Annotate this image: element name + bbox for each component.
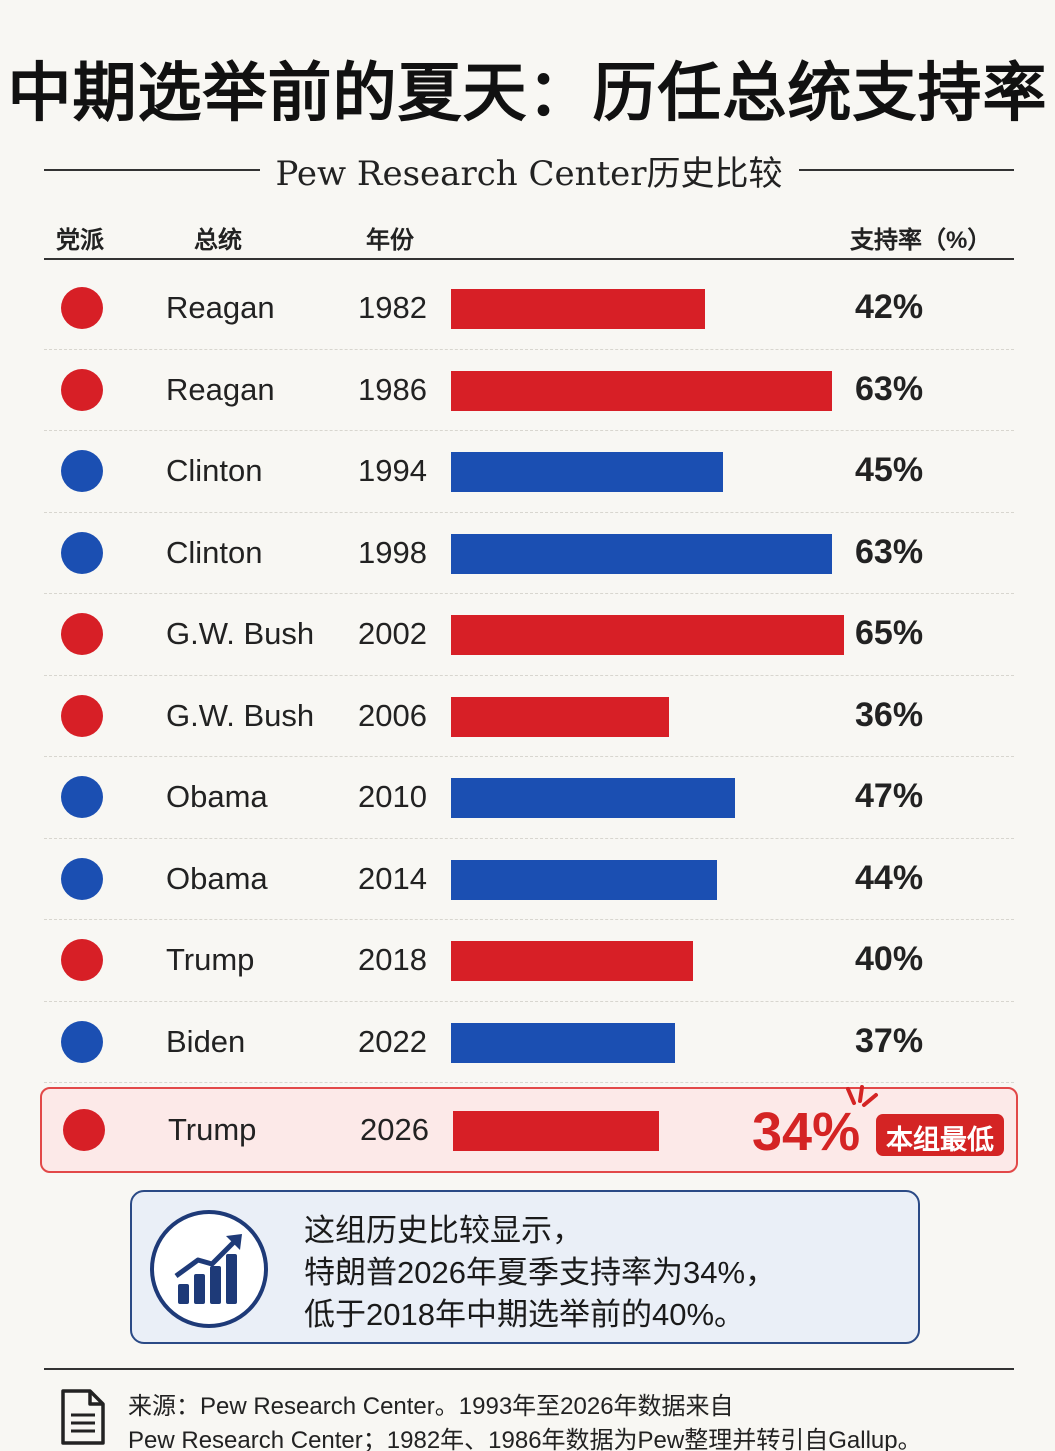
year-label: 1986 xyxy=(358,371,427,407)
approval-value: 65% xyxy=(855,614,924,652)
year-label: 2014 xyxy=(358,860,427,896)
approval-bar xyxy=(451,370,832,411)
approval-bar xyxy=(451,452,724,492)
approval-value: 34% xyxy=(752,1102,861,1162)
table-row: G.W. Bush 2006 36% xyxy=(44,676,1014,757)
approval-value: 47% xyxy=(855,777,924,815)
approval-bar xyxy=(451,696,669,737)
table-row: Trump 2018 40% xyxy=(44,920,1014,1002)
approval-value: 45% xyxy=(855,451,924,489)
party-dot-republican xyxy=(61,613,103,655)
table-row: Reagan 1986 63% xyxy=(44,350,1014,431)
president-name: Clinton xyxy=(166,453,263,488)
year-label: 2006 xyxy=(358,697,427,733)
party-dot-democrat xyxy=(61,531,103,574)
subtitle-rule-left xyxy=(44,169,260,171)
president-name: Obama xyxy=(166,860,268,896)
president-name: G.W. Bush xyxy=(166,697,315,733)
source-line: Pew Research Center；1982年、1986年数据为Pew整理并… xyxy=(128,1427,922,1451)
footer-rule xyxy=(44,1368,1014,1370)
table-row: Reagan 1982 42% xyxy=(44,268,1014,350)
president-name: Obama xyxy=(166,779,268,814)
table-row: Obama 2010 47% xyxy=(44,757,1014,839)
chart-rows: Reagan 1982 42% Reagan 1986 63% Clinton 1994 45%… xyxy=(40,268,1018,1173)
header-year: 年份 xyxy=(366,227,414,254)
chart-subtitle: Pew Research Center历史比较 xyxy=(275,153,783,194)
approval-value: 63% xyxy=(855,369,924,408)
approval-bar xyxy=(451,1022,675,1063)
party-dot-republican xyxy=(61,939,103,981)
chart-title: 中期选举前的夏天：历任总统支持率 xyxy=(7,56,1048,131)
approval-bar xyxy=(451,289,705,329)
year-label: 1998 xyxy=(358,534,427,570)
president-name: Trump xyxy=(168,1112,257,1147)
table-header: 党派 总统 年份 支持率（%） xyxy=(44,212,1014,260)
party-dot-democrat xyxy=(61,1020,103,1063)
party-dot-republican xyxy=(63,1109,105,1151)
year-label: 2026 xyxy=(360,1112,429,1147)
approval-value: 37% xyxy=(855,1021,924,1060)
approval-value: 42% xyxy=(855,288,924,326)
table-row: Obama 2014 44% xyxy=(44,839,1014,920)
year-label: 1994 xyxy=(358,453,427,488)
note-line: 低于2018年中期选举前的40%。 xyxy=(304,1297,746,1332)
subtitle-rule-right xyxy=(798,169,1015,171)
approval-bar xyxy=(451,859,718,900)
approval-bar xyxy=(451,533,832,574)
party-dot-republican xyxy=(61,368,103,411)
table-row: Biden 2022 37% xyxy=(44,1002,1014,1083)
approval-value: 63% xyxy=(855,532,924,571)
table-row: G.W. Bush 2002 65% xyxy=(44,594,1014,676)
president-name: G.W. Bush xyxy=(166,616,315,651)
burst-mark-icon xyxy=(846,1085,878,1107)
year-label: 2018 xyxy=(358,942,427,977)
year-label: 2022 xyxy=(358,1023,427,1059)
table-row: Clinton 1994 45% xyxy=(44,431,1014,513)
header-president: 总统 xyxy=(194,227,242,254)
year-label: 1982 xyxy=(358,290,427,325)
year-label: 2010 xyxy=(358,779,427,814)
party-dot-democrat xyxy=(61,857,103,900)
year-label: 2002 xyxy=(358,616,427,651)
subtitle-row: Pew Research Center历史比较 xyxy=(44,146,1015,194)
president-name: Clinton xyxy=(166,534,263,570)
note-text: 这组历史比较显示， 特朗普2026年夏季支持率为34%， 低于2018年中期选举… xyxy=(304,1210,776,1336)
party-dot-democrat xyxy=(61,776,103,818)
table-row-highlight: Trump 2026 34% 本组最低 xyxy=(40,1085,1018,1173)
approval-value: 40% xyxy=(855,940,924,978)
party-dot-republican xyxy=(61,287,103,329)
president-name: Trump xyxy=(166,942,255,977)
approval-value: 44% xyxy=(855,858,924,897)
header-approval: 支持率（%） xyxy=(850,227,992,254)
approval-bar xyxy=(451,615,844,655)
summary-note: 这组历史比较显示， 特朗普2026年夏季支持率为34%， 低于2018年中期选举… xyxy=(130,1190,920,1344)
source-line: 来源：Pew Research Center。1993年至2026年数据来自 xyxy=(128,1393,734,1420)
approval-bar xyxy=(451,941,693,981)
lowest-badge: 本组最低 xyxy=(876,1114,1004,1156)
note-line: 这组历史比较显示， xyxy=(304,1213,583,1248)
president-name: Biden xyxy=(166,1023,246,1059)
party-dot-republican xyxy=(61,694,103,737)
table-row: Clinton 1998 63% xyxy=(44,513,1014,594)
trend-chart-icon xyxy=(150,1210,268,1328)
approval-value: 36% xyxy=(855,695,924,734)
party-dot-democrat xyxy=(61,450,103,492)
document-icon xyxy=(60,1388,106,1451)
source-note: 来源：Pew Research Center。1993年至2026年数据来自 P… xyxy=(128,1390,922,1451)
note-line: 特朗普2026年夏季支持率为34%， xyxy=(304,1255,777,1290)
approval-bar xyxy=(451,778,736,818)
president-name: Reagan xyxy=(166,290,275,325)
approval-bar xyxy=(453,1111,659,1151)
president-name: Reagan xyxy=(166,371,275,407)
header-party: 党派 xyxy=(56,227,104,254)
